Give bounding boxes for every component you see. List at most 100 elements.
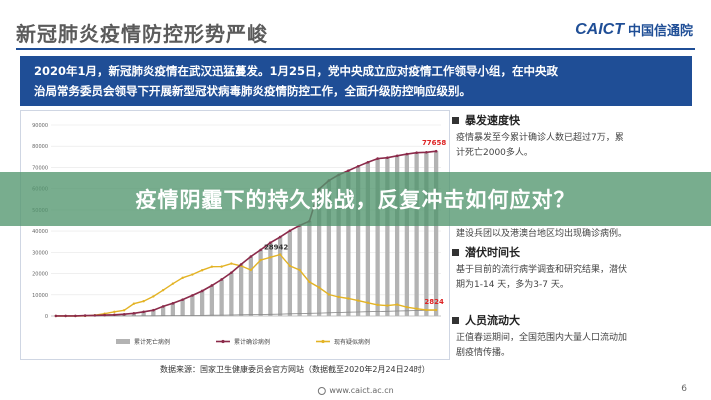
data-point xyxy=(210,284,214,287)
data-point xyxy=(405,152,409,156)
data-point xyxy=(122,312,126,316)
data-point xyxy=(220,265,223,268)
data-point xyxy=(356,299,360,302)
bar xyxy=(307,221,312,316)
bullet-icon xyxy=(452,116,459,124)
data-point xyxy=(113,310,116,314)
data-point xyxy=(191,294,194,297)
legend-swatch xyxy=(116,339,130,344)
bar xyxy=(375,158,380,316)
bar xyxy=(219,279,224,316)
data-point xyxy=(171,282,175,285)
data-point xyxy=(122,309,126,312)
series-line xyxy=(55,150,437,317)
bar xyxy=(151,310,156,316)
bar xyxy=(141,311,146,316)
logo-mark: CAICT xyxy=(575,20,624,38)
y-tick-label: 80000 xyxy=(32,144,48,150)
page-number: 6 xyxy=(681,384,687,394)
bar xyxy=(394,155,400,316)
data-point xyxy=(93,314,97,317)
y-tick-label: 90000 xyxy=(32,123,48,129)
data-point xyxy=(269,241,272,244)
data-point xyxy=(161,305,165,308)
data-point xyxy=(415,151,418,155)
legend-label: 现有疑似病例 xyxy=(334,338,370,346)
bar xyxy=(326,180,332,316)
bar xyxy=(248,256,254,316)
section-text: 剧疫情传播。 xyxy=(456,348,511,358)
data-point xyxy=(220,278,223,281)
data-source-note: 数据来源：国家卫生健康委员会官方网站（数据截至2020年2月24日24时） xyxy=(160,365,430,374)
series-line xyxy=(55,253,437,317)
data-point xyxy=(356,164,360,168)
footer: www.caict.ac.cn 6 xyxy=(0,382,711,400)
section-text: 基于目前的流行病学调查和研究结果，潜伏 xyxy=(456,265,628,275)
data-point xyxy=(181,298,184,301)
bar xyxy=(160,306,166,316)
intro-line-2: 治局常务委员会领导下开展新型冠状病毒肺炎疫情防控工作，全面升级防控响应级别。 xyxy=(34,84,471,98)
data-point xyxy=(64,314,67,318)
data-point xyxy=(337,295,340,299)
intro-line-1: 2020年1月，新冠肺炎疫情在武汉迅猛蔓发。1月25日，党中央成立应对疫情工作领… xyxy=(34,64,559,78)
bar xyxy=(336,174,341,316)
data-point xyxy=(249,268,253,272)
chart-svg: 9000080000700006000050000400003000020000… xyxy=(32,123,446,346)
section-incubation: 潜伏时间长 基于目前的流行病学调查和研究结果，潜伏 期为1-14 天，多为3-7… xyxy=(452,244,690,293)
data-point xyxy=(113,313,116,317)
bar xyxy=(414,152,419,316)
footer-url: www.caict.ac.cn xyxy=(329,386,394,395)
data-point xyxy=(152,295,155,298)
section-regions: 建设兵团以及港澳台地区均出现确诊病例。 xyxy=(452,224,690,242)
bar xyxy=(190,295,195,316)
data-point xyxy=(142,300,145,303)
data-point xyxy=(386,304,389,307)
section-head: 暴发速度快 xyxy=(465,114,520,127)
title-divider xyxy=(16,48,695,50)
data-point xyxy=(405,305,409,309)
y-tick-label: 40000 xyxy=(32,229,48,235)
section-text: 建设兵团以及港澳台地区均出现确诊病例。 xyxy=(456,229,628,239)
headline-text: 疫情阴霾下的持久挑战，反复冲击如何应对？ xyxy=(135,188,576,212)
y-tick-label: 20000 xyxy=(32,272,48,278)
legend-marker xyxy=(321,339,325,344)
data-point xyxy=(239,263,243,266)
data-point xyxy=(347,169,350,172)
data-point xyxy=(181,276,184,280)
data-point xyxy=(278,235,282,239)
bar xyxy=(385,157,390,316)
section-speed: 暴发速度快 疫情暴发至今累计确诊人数已超过7万，累 计死亡2000多人。 xyxy=(452,112,690,161)
bullet-icon xyxy=(452,316,459,324)
data-point xyxy=(54,314,58,318)
bullet-icon xyxy=(452,248,459,256)
y-tick-label: 30000 xyxy=(32,250,48,256)
bar xyxy=(404,154,410,316)
data-point xyxy=(230,262,233,265)
slide-title: 新冠肺炎疫情防控形势严峻 xyxy=(16,22,268,46)
data-point xyxy=(230,271,233,274)
data-point xyxy=(327,293,331,296)
section-text: 疫情暴发至今累计确诊人数已超过7万，累 xyxy=(456,133,624,143)
bar xyxy=(355,166,361,316)
data-point xyxy=(415,307,418,310)
data-point xyxy=(376,157,379,160)
data-point xyxy=(376,303,379,307)
data-point xyxy=(288,229,292,233)
data-point xyxy=(434,149,438,153)
section-mobility: 人员流动大 正值春运期间，全国范围内大量人口流动加 剧疫情传播。 xyxy=(452,312,690,361)
bar xyxy=(287,230,293,316)
data-point xyxy=(132,311,136,315)
data-point xyxy=(259,258,262,262)
data-point xyxy=(395,154,399,158)
bar xyxy=(258,249,263,316)
logo-text: 中国信通院 xyxy=(627,24,693,39)
y-tick-label: 10000 xyxy=(32,293,48,299)
data-point xyxy=(269,256,272,259)
data-point xyxy=(152,308,155,312)
bar xyxy=(180,299,185,316)
bar xyxy=(277,237,283,316)
section-head: 人员流动大 xyxy=(465,314,520,327)
data-point xyxy=(249,255,253,258)
data-label: 28942 xyxy=(264,244,288,252)
section-text: 计死亡2000多人。 xyxy=(456,148,533,158)
